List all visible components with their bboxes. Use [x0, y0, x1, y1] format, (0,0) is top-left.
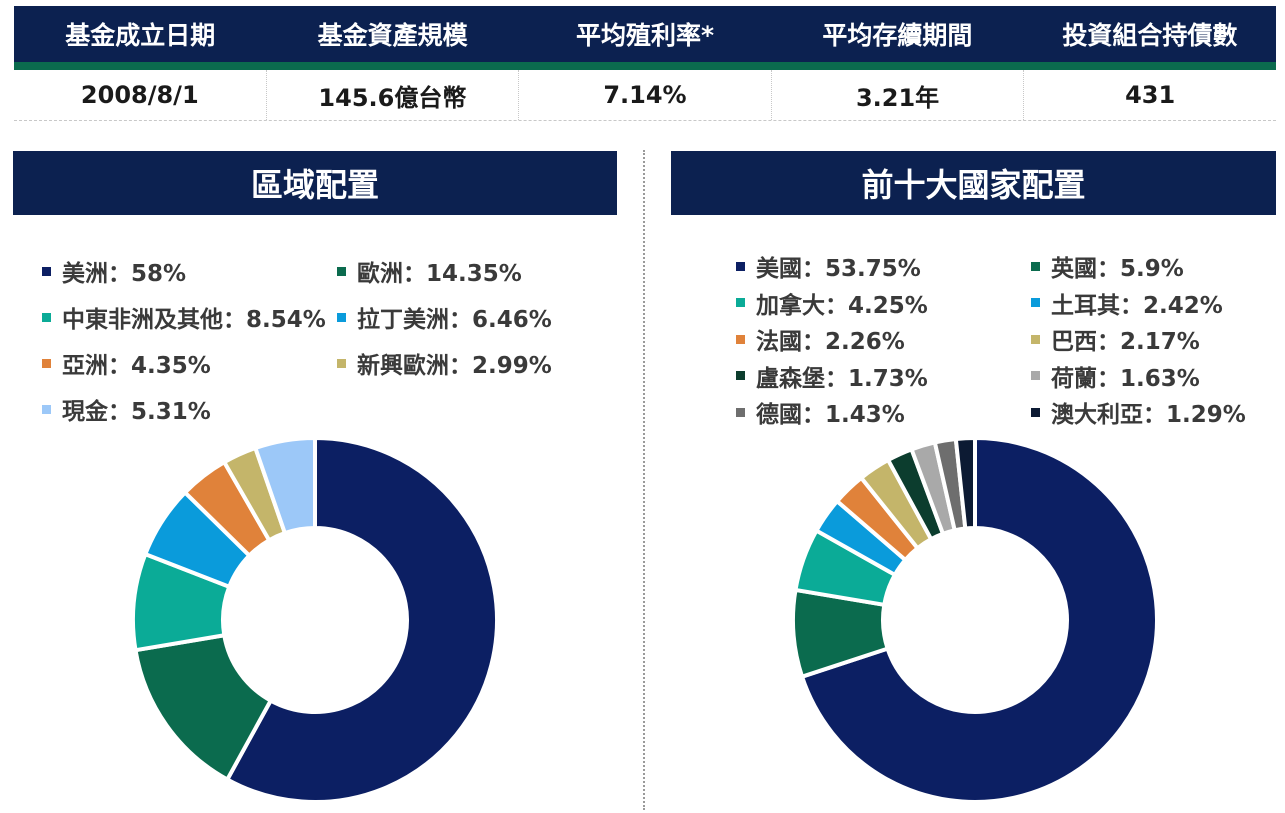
region-legend-item: 亞洲：4.35%: [42, 346, 211, 380]
panel-divider: [643, 150, 645, 810]
header-avg-duration: 平均存續期間: [822, 21, 973, 50]
country-slice-美國: [800, 436, 1159, 804]
region-legend-swatch: [42, 312, 51, 322]
country-legend-item: 巴西：2.17%: [1031, 322, 1200, 356]
summary-value-row: 2008/8/1 145.6億台幣 7.14% 3.21年 431: [14, 70, 1276, 121]
fund-summary-table: 基金成立日期 基金資產規模 平均殖利率* 平均存續期間 投資組合持債數 2008…: [14, 6, 1276, 121]
country-legend-label: 美國：53.75%: [756, 256, 921, 282]
value-fund-size: 145.6億台幣: [267, 70, 520, 120]
region-legend-swatch: [42, 266, 51, 276]
header-avg-yield: 平均殖利率*: [575, 21, 715, 50]
country-legend-swatch: [736, 407, 745, 417]
country-legend-swatch: [736, 261, 745, 271]
region-legend-item: 拉丁美洲：6.46%: [337, 300, 552, 334]
region-legend-label: 歐洲：14.35%: [357, 261, 522, 287]
region-legend-item: 新興歐洲：2.99%: [337, 346, 552, 380]
header-fund-size: 基金資產規模: [317, 21, 468, 50]
country-legend-swatch: [1031, 261, 1040, 271]
regional-allocation-title: 區域配置: [13, 151, 617, 215]
country-legend-swatch: [1031, 298, 1040, 307]
region-legend-label: 現金：5.31%: [62, 399, 211, 425]
country-legend-label: 荷蘭：1.63%: [1051, 365, 1200, 392]
region-legend-item: 歐洲：14.35%: [337, 254, 522, 288]
country-legend-swatch: [1031, 371, 1040, 380]
country-legend-swatch: [1031, 407, 1040, 417]
region-legend-label: 亞洲：4.35%: [62, 353, 211, 379]
header-holdings-count: 投資組合持債數: [1062, 21, 1238, 50]
summary-header-row: 基金成立日期 基金資產規模 平均殖利率* 平均存續期間 投資組合持債數: [14, 6, 1276, 70]
header-inception-date: 基金成立日期: [65, 21, 216, 50]
regional-allocation-donut: [131, 436, 499, 804]
country-slice-澳大利亞: [953, 436, 977, 531]
country-legend-item: 加拿大：4.25%: [736, 286, 928, 320]
country-legend-swatch: [736, 298, 745, 307]
region-legend-swatch: [337, 358, 346, 368]
region-legend-label: 拉丁美洲：6.46%: [357, 307, 552, 333]
country-legend-item: 德國：1.43%: [736, 395, 905, 429]
region-legend-label: 新興歐洲：2.99%: [357, 353, 552, 379]
region-legend-swatch: [42, 404, 51, 414]
region-legend-label: 美洲：58%: [62, 261, 187, 287]
country-legend-swatch: [1031, 334, 1040, 344]
country-legend-item: 澳大利亞：1.29%: [1031, 395, 1246, 429]
region-legend-swatch: [337, 266, 346, 276]
country-legend-label: 法國：2.26%: [756, 329, 905, 355]
country-legend-label: 土耳其：2.42%: [1051, 292, 1223, 319]
region-legend-item: 現金：5.31%: [42, 392, 211, 426]
value-avg-yield: 7.14%: [519, 70, 772, 120]
country-legend-item: 美國：53.75%: [736, 249, 921, 283]
region-legend-swatch: [42, 358, 51, 368]
value-holdings-count: 431: [1125, 81, 1176, 109]
country-legend-item: 荷蘭：1.63%: [1031, 359, 1200, 393]
top-ten-countries-title: 前十大國家配置: [671, 151, 1276, 215]
value-avg-duration: 3.21年: [772, 70, 1025, 120]
country-legend-label: 澳大利亞：1.29%: [1051, 402, 1246, 428]
region-slice-現金: [253, 436, 317, 536]
region-legend-item: 中東非洲及其他：8.54%: [42, 300, 326, 334]
region-legend-swatch: [337, 312, 346, 322]
region-legend-item: 美洲：58%: [42, 254, 186, 288]
top-ten-countries-donut: [791, 436, 1159, 804]
country-legend-item: 盧森堡：1.73%: [736, 359, 928, 393]
value-inception-date: 2008/8/1: [14, 70, 267, 120]
region-legend-label: 中東非洲及其他：8.54%: [62, 307, 326, 333]
region-slice-美洲: [225, 436, 499, 804]
country-legend-item: 法國：2.26%: [736, 322, 905, 356]
country-legend-swatch: [736, 334, 745, 344]
country-legend-label: 巴西：2.17%: [1051, 329, 1200, 355]
country-legend-item: 英國：5.9%: [1031, 249, 1184, 283]
country-legend-label: 英國：5.9%: [1051, 256, 1184, 282]
country-legend-item: 土耳其：2.42%: [1031, 286, 1223, 320]
country-legend-label: 盧森堡：1.73%: [756, 365, 928, 392]
country-legend-label: 加拿大：4.25%: [756, 292, 928, 319]
country-legend-swatch: [736, 371, 745, 380]
country-legend-label: 德國：1.43%: [756, 402, 905, 428]
